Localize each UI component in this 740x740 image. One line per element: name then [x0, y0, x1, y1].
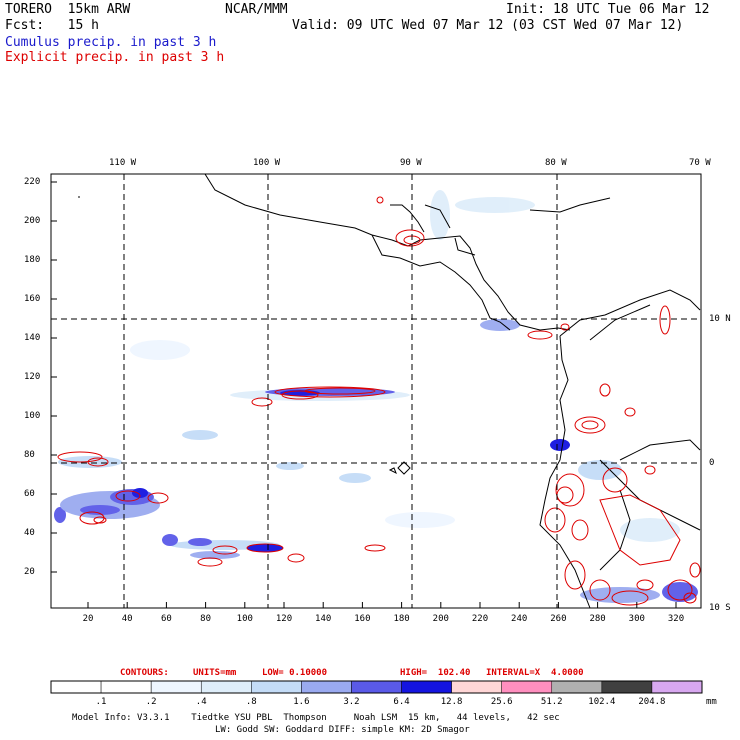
- x-tick-label: 260: [550, 614, 567, 624]
- colorbar-swatch: [351, 680, 402, 694]
- x-tick-label: 220: [471, 614, 489, 624]
- axis-ticks: [51, 181, 677, 608]
- x-tick-label: 80: [200, 614, 212, 624]
- x-tick-label: 240: [511, 614, 528, 624]
- x-tick-label: 60: [160, 614, 172, 624]
- cumulus-precip-areas: [54, 190, 698, 603]
- y-tick-label: 140: [24, 333, 41, 343]
- colorbar-boundary-label: 51.2: [540, 697, 563, 707]
- lat-label-0: 0: [709, 458, 715, 468]
- valid-time: Valid: 09 UTC Wed 07 Mar 12 (03 CST Wed …: [292, 18, 684, 33]
- colorbar-boundary-label: 25.6: [490, 697, 513, 707]
- colorbar: [50, 680, 703, 694]
- colorbar-swatch: [651, 680, 703, 694]
- x-tick-label: 300: [628, 614, 645, 624]
- colorbar-boundary-label: .4: [195, 697, 207, 707]
- colorbar-boundary-label: 6.4: [393, 697, 410, 707]
- explicit-precip-contours: [57, 196, 701, 606]
- init-time: Init: 18 UTC Tue 06 Mar 12: [506, 2, 710, 17]
- x-tick-label: 140: [315, 614, 332, 624]
- colorbar-boundary-label: 102.4: [588, 697, 616, 707]
- contours-interval: INTERVAL=X 4.0000: [486, 668, 584, 678]
- colorbar-boundary-label: .1: [95, 697, 107, 707]
- latlon-grid: [51, 174, 701, 608]
- x-tick-label: 20: [82, 614, 94, 624]
- lon-label-110w: 110 W: [109, 158, 137, 168]
- org-label: NCAR/MMM: [225, 2, 288, 17]
- forecast-hour: Fcst: 15 h: [5, 18, 99, 33]
- lon-label-100w: 100 W: [253, 158, 281, 168]
- model-info-physics: LW: Godd SW: Goddard DIFF: simple KM: 2D…: [215, 725, 470, 735]
- x-tick-label: 120: [275, 614, 293, 624]
- colorbar-swatch: [601, 680, 653, 694]
- lon-label-80w: 80 W: [545, 158, 567, 168]
- y-tick-label: 180: [24, 255, 41, 265]
- colorbar-swatch: [451, 680, 502, 694]
- contours-label: CONTOURS:: [120, 668, 169, 678]
- colorbar-swatch: [551, 680, 603, 694]
- colorbar-swatch: [100, 680, 152, 694]
- y-tick-label: 20: [24, 567, 35, 577]
- contours-low: LOW= 0.10000: [262, 668, 328, 678]
- lat-label-10s: 10 S: [709, 603, 731, 613]
- lon-label-70w: 70 W: [689, 158, 711, 168]
- lon-label-90w: 90 W: [400, 158, 422, 168]
- x-tick-label: 160: [354, 614, 371, 624]
- colorbar-swatch: [301, 680, 352, 694]
- y-tick-label: 120: [24, 372, 41, 382]
- y-tick-label: 100: [24, 411, 41, 421]
- colorbar-boundary-label: 204.8: [638, 697, 666, 707]
- colorbar-swatch: [401, 680, 452, 694]
- colorbar-unit: mm: [706, 697, 717, 707]
- y-tick-label: 160: [24, 294, 41, 304]
- colorbar-swatch: [150, 680, 202, 694]
- contours-units: UNITS=mm: [193, 668, 237, 678]
- y-tick-label: 220: [24, 177, 41, 187]
- colorbar-boundary-label: .8: [245, 697, 257, 707]
- x-tick-label: 180: [393, 614, 410, 624]
- y-tick-label: 80: [24, 450, 35, 460]
- colorbar-swatch: [50, 680, 102, 694]
- model-title: TORERO 15km ARW: [5, 2, 131, 17]
- x-tick-label: 320: [667, 614, 685, 624]
- field-explicit-label: Explicit precip. in past 3 h: [5, 50, 225, 65]
- x-tick-label: 100: [236, 614, 253, 624]
- x-tick-label: 200: [432, 614, 449, 624]
- model-info: Model Info: V3.3.1 Tiedtke YSU PBL Thomp…: [72, 713, 560, 723]
- colorbar-swatch: [501, 680, 553, 694]
- lat-label-10n: 10 N: [709, 314, 731, 324]
- field-cumulus-label: Cumulus precip. in past 3 h: [5, 35, 217, 50]
- contours-high: HIGH= 102.40: [400, 668, 471, 678]
- colorbar-boundary-label: 12.8: [440, 697, 463, 707]
- y-tick-label: 60: [24, 489, 35, 499]
- colorbar-swatch: [251, 680, 302, 694]
- colorbar-boundary-label: 3.2: [343, 697, 360, 707]
- y-tick-label: 40: [24, 528, 35, 538]
- colorbar-swatch: [200, 680, 252, 694]
- x-tick-label: 40: [121, 614, 133, 624]
- colorbar-boundary-label: 1.6: [293, 697, 310, 707]
- colorbar-boundary-label: .2: [145, 697, 157, 707]
- y-tick-label: 200: [24, 216, 41, 226]
- x-tick-label: 280: [589, 614, 606, 624]
